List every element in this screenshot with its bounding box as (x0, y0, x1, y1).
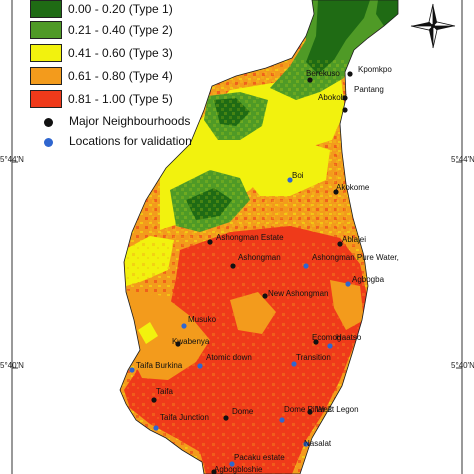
place-label-boi: Boi (292, 171, 304, 180)
latitude-label-right-top: 5°44'N (451, 155, 474, 164)
latitude-label-left-bottom: 5°40'N (0, 361, 24, 370)
place-label-taifa-junction: Taifa Junction (160, 413, 209, 422)
legend-swatch-type2 (30, 21, 62, 39)
place-label-ablajei: Ablajei (342, 235, 366, 244)
validation-point-dot-boi (287, 177, 293, 183)
place-label-pantang: Pantang (354, 85, 384, 94)
legend-validation-dot-icon (44, 138, 53, 147)
legend-label-type3: 0.41 - 0.60 (Type 3) (68, 46, 173, 60)
place-label-dome-pillar-2: Dome Pillar 2 (284, 405, 333, 414)
zone-type1-north-b (376, 0, 398, 26)
legend-label-type1: 0.00 - 0.20 (Type 1) (68, 2, 173, 16)
major-neighbourhood-dot-west-legon (307, 409, 313, 415)
compass-star-icon (410, 3, 456, 49)
major-neighbourhood-dot-akokome (333, 189, 339, 195)
place-label-west-legon: West Legon (316, 405, 359, 414)
major-neighbourhood-dot-ashongman-estate (207, 239, 213, 245)
place-label-musuko: Musuko (188, 315, 217, 324)
place-label-ecomog: Ecomog (312, 333, 341, 342)
legend-row-type4: 0.61 - 0.80 (Type 4) (30, 65, 173, 87)
place-label-kpomkpo: Kpomkpo (358, 65, 392, 74)
validation-point-dot-transition (291, 361, 297, 367)
major-neighbourhood-dot-ecomog (313, 339, 319, 345)
place-label-taifa-burkina: Taifa Burkina (136, 361, 183, 370)
place-label-agbogba: Agbogba (352, 275, 385, 284)
validation-point-dot-atomic-down (197, 363, 203, 369)
validation-point-dot-haatso (327, 343, 333, 349)
zone-type1-north (306, 0, 370, 74)
legend-background (0, 0, 212, 152)
place-label-pacaku-estate: Pacaku estate (234, 453, 285, 462)
place-label-abokobi: Abokobi (318, 93, 347, 102)
legend-label-type5: 0.81 - 1.00 (Type 5) (68, 92, 173, 106)
place-label-dome: Dome (232, 407, 254, 416)
validation-point-dot-ashongman-pure-water (303, 263, 309, 269)
major-neighbourhood-dot-ablajei (337, 241, 343, 247)
places-layer: Berekuso Kpomkpo Abokobi Pantang Boi Akokome A… (129, 65, 399, 474)
latitude-label-left-top: 5°44'N (0, 155, 24, 164)
latitude-label-right-bottom: 5°40'N (451, 361, 474, 370)
place-label-ashongman-estate: Ashongman Estate (216, 233, 284, 242)
validation-point-dot-taifa-junction (153, 425, 159, 431)
legend-swatch-type5 (30, 90, 62, 108)
place-label-atomic-down: Atomic down (206, 353, 252, 362)
zone-type4-south-pocket (230, 292, 276, 334)
place-label-transition: Transition (296, 353, 331, 362)
major-neighbourhood-dot-kwabenya (175, 341, 181, 347)
legend-row-type5: 0.81 - 1.00 (Type 5) (30, 88, 173, 110)
legend-label-type2: 0.21 - 0.40 (Type 2) (68, 23, 173, 37)
major-neighbourhood-dot-taifa (151, 397, 157, 403)
legend-swatch-type1 (30, 0, 62, 18)
major-neighbourhood-dot-dome (223, 415, 229, 421)
place-label-haatso: Haatso (336, 333, 362, 342)
place-label-new-ashongman: New Ashongman (268, 289, 328, 298)
place-label-nasalat: Nasalat (304, 439, 332, 448)
validation-point-dot-pacaku-estate (229, 461, 235, 467)
legend-major-label: Major Neighbourhoods (69, 114, 191, 128)
validation-point-dot-nasalat (303, 441, 309, 447)
major-neighbourhood-dot-berekuso (307, 77, 313, 83)
zone-type4-south-west (124, 290, 210, 380)
legend-row-type1: 0.00 - 0.20 (Type 1) (30, 0, 173, 20)
legend-row-type2: 0.21 - 0.40 (Type 2) (30, 19, 173, 41)
legend-row-type3: 0.41 - 0.60 (Type 3) (30, 42, 173, 64)
major-neighbourhood-dot-abokobi (342, 107, 348, 113)
legend-major-dot-icon (44, 118, 53, 127)
place-label-ashongman-pure-water: Ashongman Pure Water, (312, 253, 399, 262)
validation-point-dot-taifa-burkina (129, 367, 135, 373)
validation-point-dot-agbogba (345, 281, 351, 287)
legend-label-type4: 0.61 - 0.80 (Type 4) (68, 69, 173, 83)
zone-type4-east-edge (330, 280, 364, 330)
major-neighbourhood-dot-new-ashongman (262, 293, 268, 299)
zone-type3-south-patch (138, 322, 158, 344)
place-label-ashongman: Ashongman (238, 253, 281, 262)
legend-swatch-type3 (30, 44, 62, 62)
major-neighbourhood-dot-pantang (342, 95, 348, 101)
place-label-kwabenya: Kwabenya (172, 337, 210, 346)
place-label-agbogbloshie: Agbogbloshie (214, 465, 263, 474)
place-label-berekuso: Berekuso (306, 69, 340, 78)
place-label-akokome: Akokome (336, 183, 370, 192)
legend-swatch-type4 (30, 67, 62, 85)
place-label-taifa: Taifa (156, 387, 173, 396)
legend-validation-label: Locations for validation (69, 134, 192, 148)
major-neighbourhood-dot-kpomkpo (347, 71, 353, 77)
major-neighbourhood-dot-agbogbloshie (211, 469, 217, 474)
validation-point-dot-musuko (181, 323, 187, 329)
major-neighbourhood-dot-ashongman (230, 263, 236, 269)
validation-point-dot-dome-pillar-2 (279, 417, 285, 423)
